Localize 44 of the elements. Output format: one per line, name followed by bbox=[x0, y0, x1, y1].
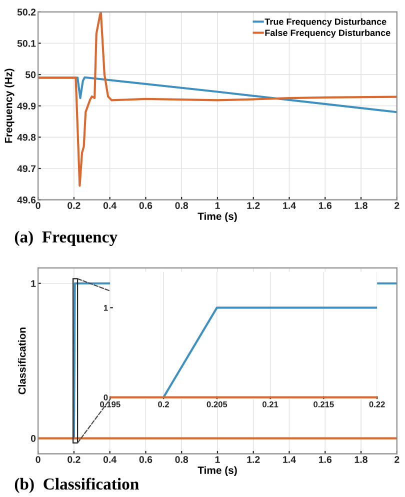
y-tick-label: 1 bbox=[31, 280, 36, 287]
x-tick-label: 0.4 bbox=[103, 202, 117, 210]
y-tick-label: 0 bbox=[30, 435, 36, 442]
x-tick-label: 0.21 bbox=[262, 401, 278, 408]
y-axis-title: Frequency (Hz) bbox=[4, 68, 14, 143]
x-tick-label: 1.2 bbox=[247, 456, 260, 463]
x-tick-label: 0.8 bbox=[175, 456, 188, 463]
y-axis-title: Classification bbox=[18, 328, 26, 394]
x-tick-label: 2 bbox=[394, 202, 400, 209]
x-tick-label: 1 bbox=[215, 202, 220, 209]
x-tick-label: 1.8 bbox=[354, 202, 368, 210]
y-tick-label: 50.1 bbox=[17, 40, 36, 47]
x-tick-label: 0.2 bbox=[68, 456, 80, 463]
legend-label: True Frequency Disturbance bbox=[264, 18, 386, 27]
legend-label: False Frequency Disturbance bbox=[265, 29, 390, 38]
x-tick-label: 0.22 bbox=[369, 401, 385, 408]
x-tick-label: 0 bbox=[36, 456, 40, 463]
x-tick-label: 0.2 bbox=[68, 202, 80, 210]
x-axis-title: Time (s) bbox=[198, 466, 237, 476]
x-tick-label: 0.8 bbox=[175, 202, 188, 210]
x-tick-label: 1.4 bbox=[283, 456, 296, 463]
x-axis-title: Time (s) bbox=[198, 212, 237, 222]
y-tick-label: 49.7 bbox=[17, 165, 36, 172]
x-tick-label: 1 bbox=[215, 456, 220, 463]
text: (a) Frequency bbox=[14, 230, 118, 246]
x-tick-label: 1.6 bbox=[318, 202, 332, 210]
y-tick-label: 49.9 bbox=[17, 102, 36, 110]
y-tick-label: 50.2 bbox=[17, 8, 36, 16]
x-tick-label: 0.6 bbox=[139, 202, 152, 210]
x-tick-label: 0.6 bbox=[139, 456, 152, 463]
x-tick-label: 0.205 bbox=[206, 401, 228, 408]
x-tick-label: 1.6 bbox=[318, 456, 332, 463]
x-tick-label: 2 bbox=[394, 456, 400, 463]
x-tick-label: 0.215 bbox=[314, 401, 334, 408]
x-tick-label: 1.4 bbox=[283, 202, 296, 209]
x-tick-label: 0.4 bbox=[103, 456, 117, 463]
y-tick-label: 49.8 bbox=[17, 134, 36, 141]
text: (b) Classification bbox=[14, 478, 139, 494]
x-tick-label: 0.195 bbox=[100, 401, 120, 408]
y-tick-label: 50 bbox=[25, 71, 36, 78]
x-tick-label: 1.2 bbox=[247, 202, 260, 209]
x-tick-label: 1.8 bbox=[354, 456, 368, 463]
y-tick-label: 49.6 bbox=[17, 196, 36, 204]
x-tick-label: 0.2 bbox=[158, 401, 169, 408]
